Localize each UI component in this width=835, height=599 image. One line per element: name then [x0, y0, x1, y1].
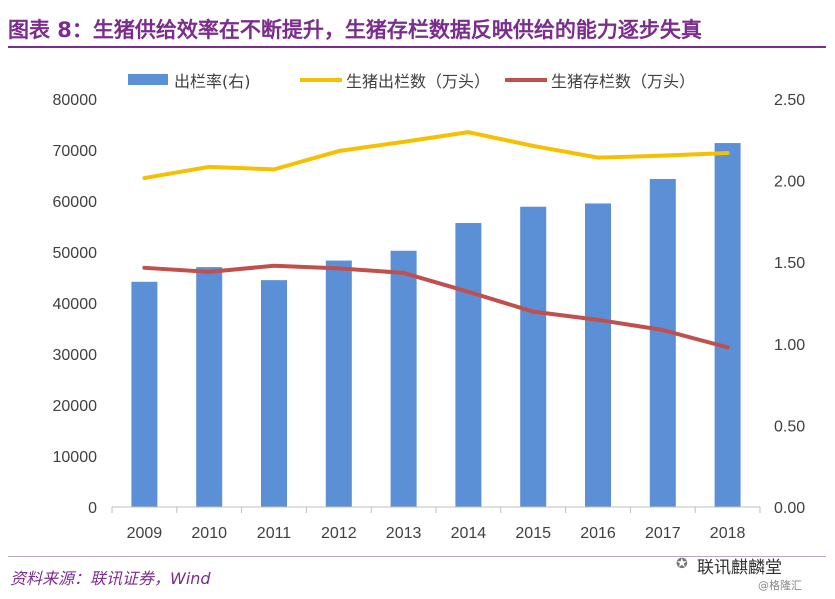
watermark-name: 联讯麒麟堂 — [697, 558, 782, 578]
left-axis-tick-label: 20000 — [53, 398, 98, 415]
wechat-icon: ✪ — [676, 556, 688, 572]
x-axis-tick-label: 2015 — [515, 525, 551, 542]
right-axis-tick-label: 0.00 — [774, 500, 805, 517]
left-axis-tick-label: 40000 — [53, 296, 98, 313]
left-axis-tick-label: 30000 — [53, 347, 98, 364]
left-axis-tick-label: 0 — [88, 500, 97, 517]
bar — [649, 178, 676, 507]
x-axis-tick-label: 2013 — [386, 525, 422, 542]
bar — [520, 206, 547, 507]
legend-label: 生猪存栏数（万头） — [551, 72, 695, 91]
bar — [131, 281, 158, 507]
legend-swatch — [128, 74, 168, 85]
x-axis-tick-label: 2012 — [321, 525, 357, 542]
series-line — [142, 130, 730, 181]
x-axis-tick-label: 2017 — [645, 525, 681, 542]
x-axis-tick-label: 2014 — [451, 525, 487, 542]
left-axis-tick-label: 10000 — [53, 449, 98, 466]
x-axis-tick-label: 2011 — [257, 525, 292, 542]
source-divider — [8, 556, 826, 557]
x-axis-tick-label: 2018 — [710, 525, 746, 542]
bar — [455, 223, 482, 508]
combo-chart: 0 10000 20000 30000 40000 50000 60000 70000 8000… — [53, 72, 806, 542]
bar — [585, 203, 611, 507]
source-note: 资料来源：联讯证券，Wind — [10, 569, 211, 588]
right-axis-tick-label: 2.50 — [774, 92, 805, 109]
legend-label: 生猪出栏数（万头） — [346, 72, 490, 91]
right-axis-tick-label: 0.50 — [774, 418, 805, 435]
watermark-handle: @格隆汇 — [758, 579, 802, 592]
x-axis-tick-label: 2010 — [191, 525, 227, 542]
bar — [261, 280, 287, 507]
x-axis-tick-label: 2009 — [127, 525, 163, 542]
bar — [390, 250, 417, 507]
legend-label: 出栏率(右) — [174, 72, 251, 91]
bar — [325, 260, 352, 507]
left-axis-tick-label: 70000 — [53, 143, 98, 160]
title-divider — [8, 46, 826, 48]
series-line — [142, 263, 730, 350]
left-axis-tick-label: 80000 — [53, 92, 98, 109]
bar — [196, 267, 223, 507]
chart-title: 图表 8：生猪供给效率在不断提升，生猪存栏数据反映供给的能力逐步失真 — [8, 18, 702, 42]
left-axis-tick-label: 60000 — [53, 194, 98, 211]
left-axis-tick-label: 50000 — [53, 245, 98, 262]
x-axis-tick-label: 2016 — [580, 525, 616, 542]
right-axis-tick-label: 1.50 — [774, 255, 805, 272]
bar — [714, 143, 741, 507]
right-axis-tick-label: 1.00 — [774, 337, 805, 354]
right-axis-tick-label: 2.00 — [774, 174, 805, 191]
